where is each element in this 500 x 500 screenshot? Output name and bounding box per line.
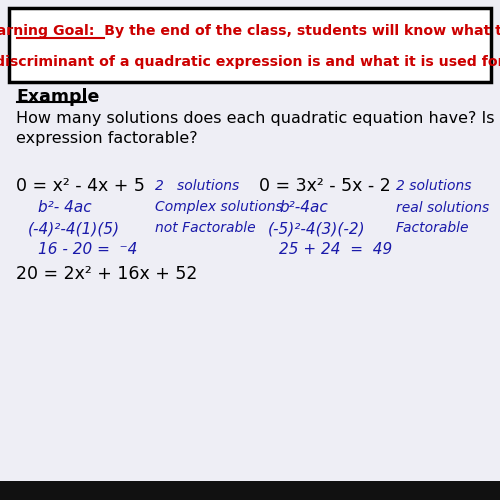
- Text: 0 = x² - 4x + 5: 0 = x² - 4x + 5: [16, 177, 146, 195]
- Text: expression factorable?: expression factorable?: [16, 130, 198, 146]
- Text: b²- 4ac: b²- 4ac: [38, 200, 91, 215]
- Text: 20 = 2x² + 16x + 52: 20 = 2x² + 16x + 52: [16, 265, 198, 283]
- Text: 0 = 3x² - 5x - 2: 0 = 3x² - 5x - 2: [259, 177, 391, 195]
- Text: discriminant of a quadratic expression is and what it is used for: discriminant of a quadratic expression i…: [0, 55, 500, 69]
- Text: not Factorable: not Factorable: [155, 222, 256, 235]
- Text: b²-4ac: b²-4ac: [279, 200, 328, 215]
- FancyBboxPatch shape: [0, 481, 500, 500]
- Text: (-4)²-4(1)(5): (-4)²-4(1)(5): [28, 221, 120, 236]
- Text: Learning Goal:  By the end of the class, students will know what the: Learning Goal: By the end of the class, …: [0, 24, 500, 38]
- Text: 2   solutions: 2 solutions: [155, 179, 240, 193]
- Text: How many solutions does each quadratic equation have? Is the: How many solutions does each quadratic e…: [16, 112, 500, 126]
- Text: (-5)²-4(3)(-2): (-5)²-4(3)(-2): [268, 221, 365, 236]
- Text: 16 - 20 =  ⁻4: 16 - 20 = ⁻4: [38, 242, 137, 258]
- Text: 25 + 24  =  49: 25 + 24 = 49: [279, 242, 392, 258]
- Text: 2 solutions: 2 solutions: [396, 179, 471, 193]
- Text: real solutions: real solutions: [396, 200, 489, 214]
- FancyBboxPatch shape: [9, 8, 491, 82]
- Text: Complex solutions: Complex solutions: [155, 200, 283, 214]
- Text: Factorable: Factorable: [396, 222, 469, 235]
- Text: Example: Example: [16, 88, 100, 106]
